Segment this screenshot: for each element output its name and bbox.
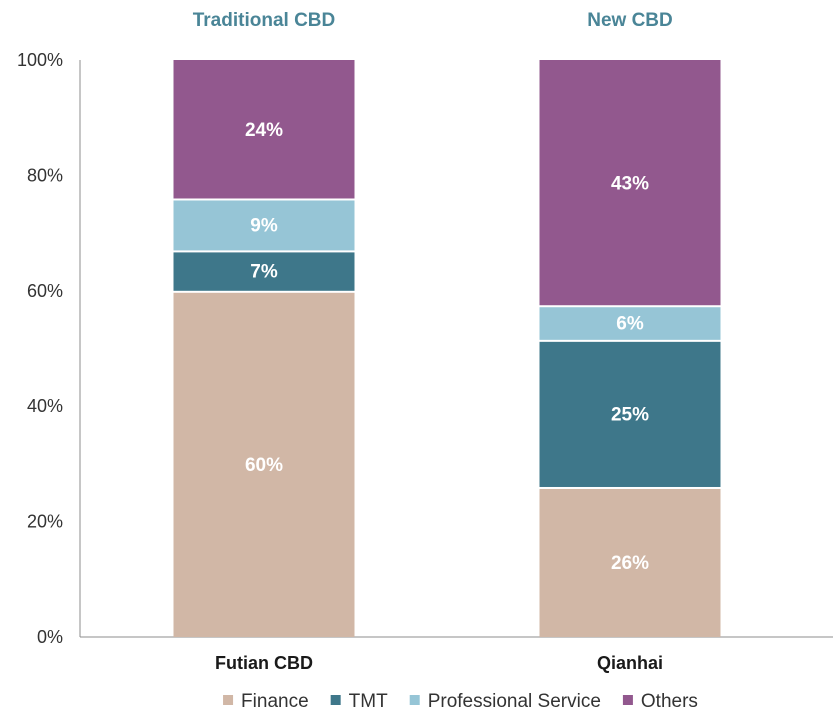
y-tick-label: 40% (27, 396, 63, 416)
data-label: 43% (611, 174, 649, 195)
bar-segment-tmt-2 (539, 341, 721, 487)
legend-swatch-4 (622, 695, 633, 705)
legend-label-2: TMT (349, 691, 388, 712)
legend-label-1: Finance (241, 691, 309, 712)
data-label: 60% (245, 455, 283, 476)
y-tick-label: 80% (27, 165, 63, 185)
bar-segment-others-2 (539, 60, 721, 306)
bar-segment-professional-service-1 (173, 200, 355, 251)
bar-segment-finance-2 (539, 488, 721, 637)
data-label: 25% (611, 404, 649, 425)
bar-segment-others-1 (173, 60, 355, 199)
data-label: 7% (250, 262, 278, 283)
x-category-label: Futian CBD (215, 653, 313, 673)
bar-segment-finance-1 (173, 292, 355, 637)
y-tick-label: 100% (17, 50, 63, 70)
y-tick-label: 60% (27, 281, 63, 301)
y-tick-label: 20% (27, 512, 63, 532)
data-label: 9% (250, 215, 278, 236)
bar-segment-tmt-1 (173, 252, 355, 291)
legend-swatch-1 (223, 695, 234, 705)
group-title-2: New CBD (587, 10, 673, 31)
legend-label-3: Professional Service (428, 691, 601, 712)
bar-segment-professional-service-2 (539, 307, 721, 340)
legend-swatch-2 (330, 695, 341, 705)
x-category-label: Qianhai (597, 653, 663, 673)
data-label: 6% (616, 314, 644, 335)
group-title-1: Traditional CBD (193, 10, 336, 31)
y-tick-label: 0% (37, 627, 63, 647)
legend-swatch-3 (409, 695, 420, 705)
data-label: 26% (611, 553, 649, 574)
legend-label-4: Others (641, 691, 698, 712)
data-label: 24% (245, 120, 283, 141)
